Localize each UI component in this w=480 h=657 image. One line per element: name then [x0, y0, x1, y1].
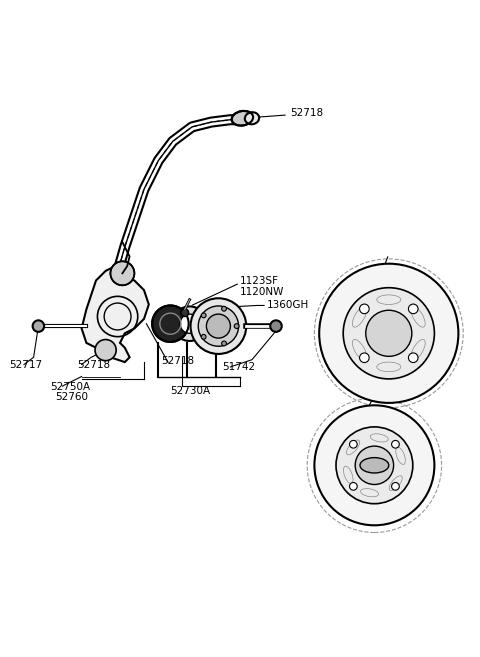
Text: 51742: 51742 — [222, 362, 255, 372]
Circle shape — [152, 306, 189, 342]
Circle shape — [392, 482, 399, 490]
Ellipse shape — [232, 111, 253, 125]
Text: 1120NW: 1120NW — [240, 286, 284, 296]
Circle shape — [314, 405, 434, 526]
Circle shape — [392, 440, 399, 448]
Circle shape — [234, 324, 239, 328]
Circle shape — [343, 288, 434, 379]
Circle shape — [349, 482, 357, 490]
Circle shape — [33, 321, 44, 332]
Circle shape — [360, 353, 369, 363]
Circle shape — [222, 306, 227, 311]
Circle shape — [360, 304, 369, 313]
Circle shape — [222, 341, 227, 346]
Text: 52718: 52718 — [77, 359, 110, 369]
Text: 52718: 52718 — [161, 355, 194, 366]
Circle shape — [95, 340, 116, 361]
Text: 52718: 52718 — [290, 108, 324, 118]
Circle shape — [206, 314, 230, 338]
Circle shape — [336, 427, 413, 504]
Text: 1360GH: 1360GH — [266, 300, 309, 309]
Ellipse shape — [360, 458, 389, 473]
Circle shape — [201, 313, 206, 318]
Polygon shape — [82, 266, 149, 362]
Text: 52730A: 52730A — [170, 386, 211, 396]
Ellipse shape — [245, 112, 259, 124]
Circle shape — [270, 321, 282, 332]
Circle shape — [172, 306, 207, 341]
Circle shape — [201, 334, 206, 339]
Circle shape — [319, 263, 458, 403]
Text: 58411D: 58411D — [377, 285, 418, 295]
Text: 1123SF: 1123SF — [240, 275, 279, 286]
Circle shape — [408, 304, 418, 313]
Circle shape — [181, 309, 189, 317]
Circle shape — [408, 353, 418, 363]
Text: 52760: 52760 — [55, 392, 88, 402]
Circle shape — [355, 446, 394, 484]
Circle shape — [180, 314, 199, 333]
Text: 52717: 52717 — [10, 359, 43, 369]
Text: 58411C: 58411C — [360, 425, 400, 435]
Circle shape — [191, 298, 246, 354]
Circle shape — [198, 306, 239, 346]
Circle shape — [366, 310, 412, 356]
Circle shape — [110, 261, 134, 285]
Circle shape — [349, 440, 357, 448]
Text: 52750A: 52750A — [50, 382, 91, 392]
